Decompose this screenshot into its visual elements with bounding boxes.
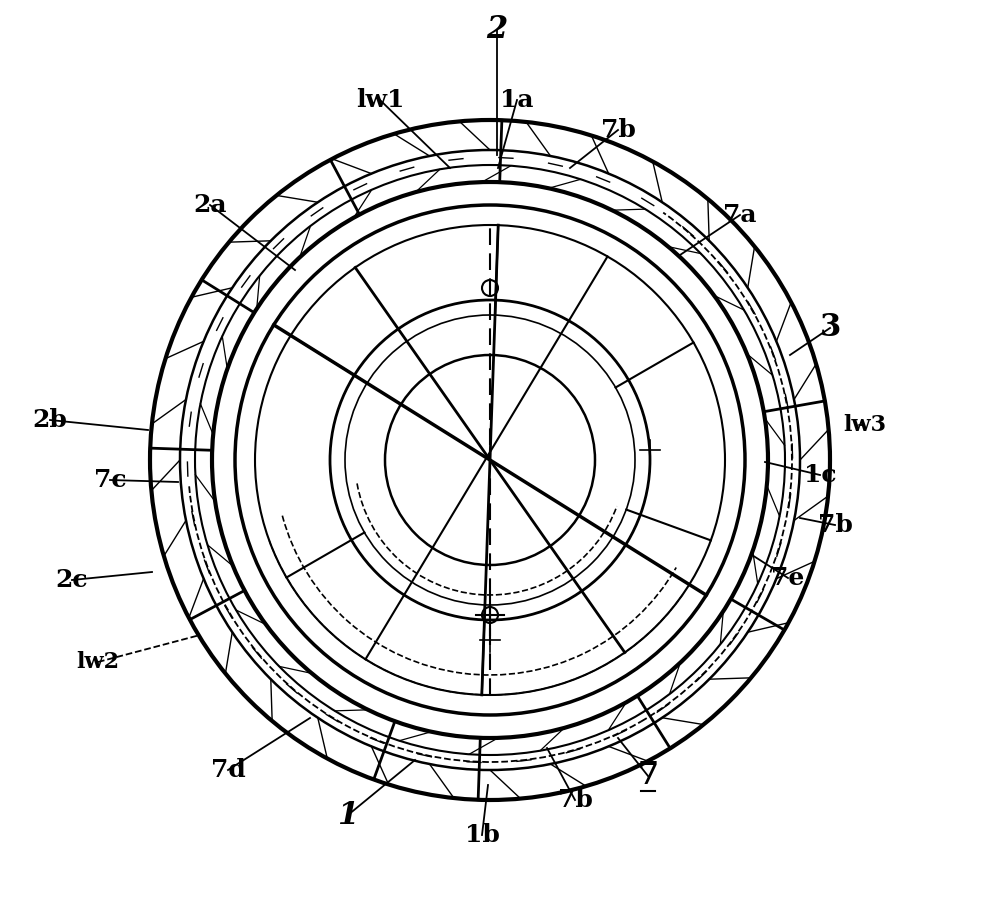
Text: lw3: lw3 — [843, 414, 887, 436]
Text: 7b: 7b — [818, 513, 852, 537]
Text: 7: 7 — [637, 760, 659, 791]
Text: 7c: 7c — [93, 468, 126, 492]
Text: 7b: 7b — [601, 118, 635, 142]
Text: 1c: 1c — [804, 463, 837, 487]
Text: 3: 3 — [819, 313, 840, 344]
Text: 7e: 7e — [772, 566, 805, 590]
Text: 1b: 1b — [465, 823, 499, 847]
Text: 1a: 1a — [500, 88, 534, 112]
Text: lw2: lw2 — [77, 651, 120, 673]
Text: lw1: lw1 — [356, 88, 404, 112]
Text: 7a: 7a — [723, 203, 757, 227]
Text: 2b: 2b — [32, 408, 68, 432]
Text: 2c: 2c — [56, 568, 88, 592]
Text: 7b: 7b — [557, 788, 593, 812]
Text: 1: 1 — [337, 800, 359, 831]
Text: 2: 2 — [487, 15, 507, 46]
Text: 2a: 2a — [194, 193, 227, 217]
Text: 7d: 7d — [210, 758, 246, 782]
